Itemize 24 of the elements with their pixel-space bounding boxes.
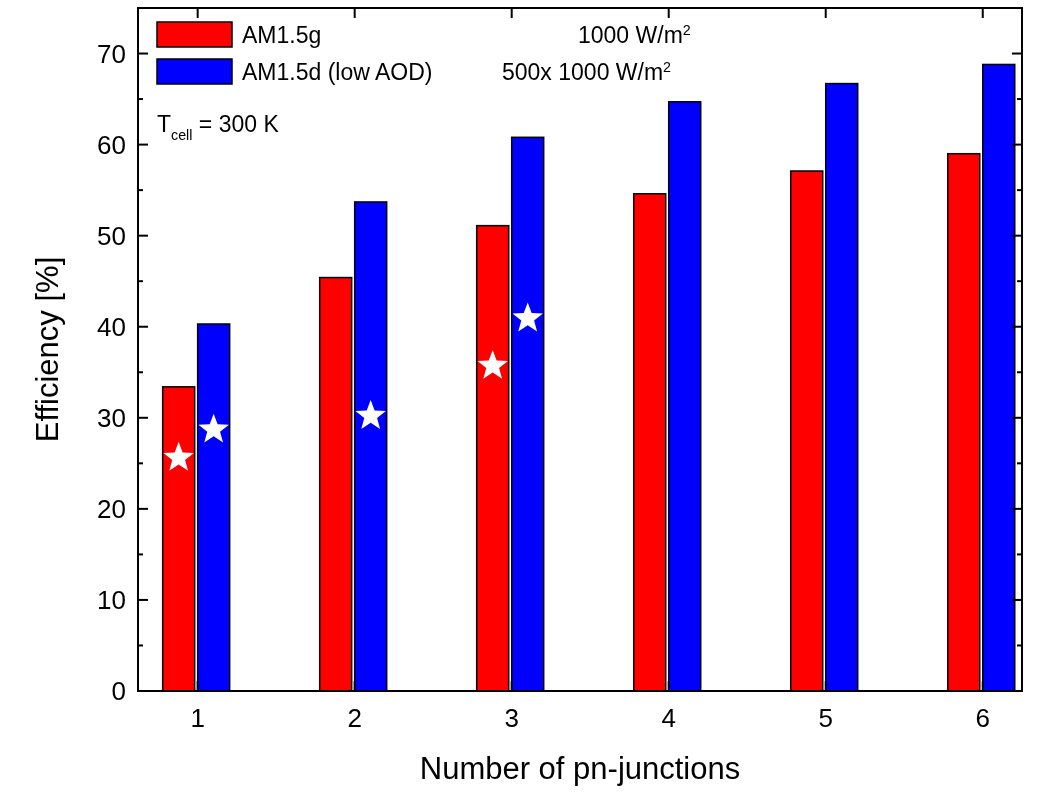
y-tick-label: 0: [111, 676, 126, 706]
point: [355, 399, 386, 429]
legend-label: AM1.5g: [242, 22, 322, 48]
y-tick-label: 50: [97, 220, 126, 251]
y-axis-title: Efficiency [%]: [30, 256, 65, 443]
annotation: 1000 W/m$^{2}$: [578, 22, 691, 48]
y-tick-label: 10: [97, 584, 126, 615]
point: [512, 302, 543, 332]
x-tick-label: 2: [347, 703, 362, 733]
y-tick-label: 60: [97, 129, 126, 160]
point: [198, 413, 229, 443]
annotation: 500x 1000 W/m$^{2}$: [502, 59, 672, 85]
x-axis-title: Number of pn-junctions: [419, 751, 741, 786]
y-tick-label: 70: [97, 38, 126, 69]
y-tick-label: 30: [97, 402, 126, 433]
x-tick-label: 4: [661, 703, 676, 733]
x-tick-label: 3: [504, 703, 519, 733]
y-tick-label: 40: [97, 311, 126, 342]
y-tick-label: 20: [97, 493, 126, 524]
legend-label: AM1.5d (low AOD): [242, 59, 433, 85]
x-tick-label: 1: [190, 703, 205, 733]
annotation: T$_{cell}$ = 300 K: [157, 111, 280, 143]
x-tick-label: 6: [975, 703, 990, 733]
x-tick-label: 5: [818, 703, 833, 733]
